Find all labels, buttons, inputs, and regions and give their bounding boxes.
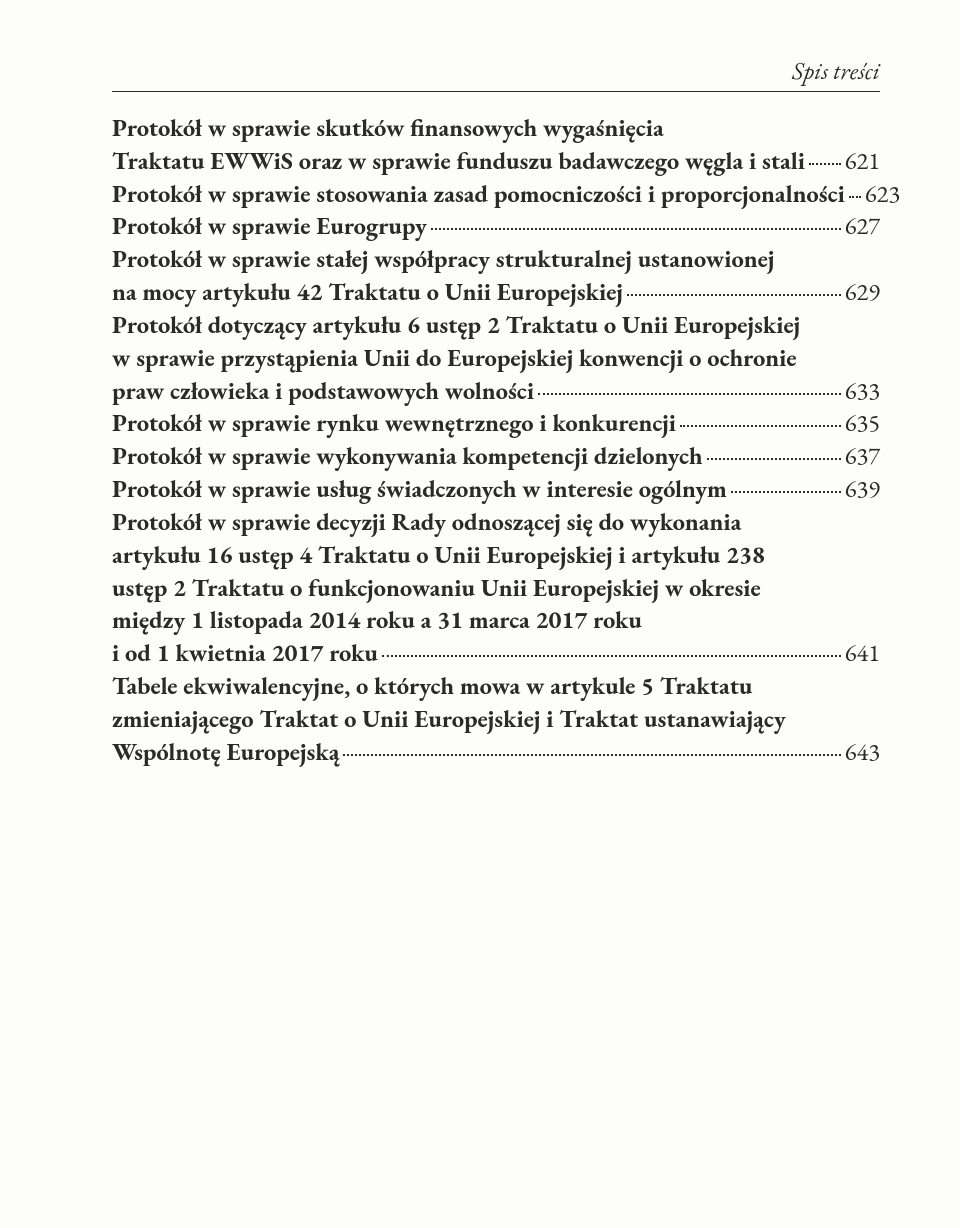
toc-entry: Protokół w sprawie stosowania zasad pomo… <box>112 178 880 211</box>
dot-leader <box>849 196 861 198</box>
dot-leader <box>809 163 841 165</box>
toc-page-number: 641 <box>845 637 880 670</box>
toc-page-number: 629 <box>845 276 880 309</box>
toc-entry: Protokół w sprawie wykonywania kompetenc… <box>112 440 880 473</box>
toc-title-line: w sprawie przystąpienia Unii do Europejs… <box>112 342 880 375</box>
toc-page-number: 633 <box>845 375 880 408</box>
dot-leader <box>707 458 841 460</box>
toc-title-line: Protokół w sprawie stałej współpracy str… <box>112 243 880 276</box>
toc-title-line: Wspólnotę Europejską <box>112 736 339 769</box>
toc-title-line: artykułu 16 ustęp 4 Traktatu o Unii Euro… <box>112 539 880 572</box>
toc-page-number: 627 <box>845 210 880 243</box>
toc-page-number: 635 <box>845 407 880 440</box>
toc-title-line: ustęp 2 Traktatu o funkcjonowaniu Unii E… <box>112 572 880 605</box>
toc-title-line: i od 1 kwietnia 2017 roku <box>112 637 378 670</box>
toc-title-line: Protokół w sprawie usług świadczonych w … <box>112 473 727 506</box>
toc-entry: Protokół w sprawie stałej współpracy str… <box>112 243 880 309</box>
toc-entry: Protokół w sprawie rynku wewnętrznego i … <box>112 407 880 440</box>
toc-entry: Protokół w sprawie skutków finansowych w… <box>112 112 880 178</box>
toc-title-line: Protokół dotyczący artykułu 6 ustęp 2 Tr… <box>112 309 880 342</box>
toc-title-line: Protokół w sprawie decyzji Rady odnosząc… <box>112 506 880 539</box>
toc-page-number: 637 <box>845 440 880 473</box>
dot-leader <box>538 393 841 395</box>
toc-title-line: Protokół w sprawie Eurogrupy <box>112 210 427 243</box>
toc-title-line: Protokół w sprawie rynku wewnętrznego i … <box>112 407 676 440</box>
running-header: Spis treści <box>112 56 880 87</box>
dot-leader <box>627 294 841 296</box>
dot-leader <box>731 491 841 493</box>
toc-title-line: Protokół w sprawie wykonywania kompetenc… <box>112 440 703 473</box>
toc-title-line: praw człowieka i podstawowych wolności <box>112 375 534 408</box>
toc-page-number: 621 <box>845 145 880 178</box>
table-of-contents: Protokół w sprawie skutków finansowych w… <box>112 112 880 769</box>
toc-entry: Protokół w sprawie decyzji Rady odnosząc… <box>112 506 880 670</box>
toc-page-number: 643 <box>845 736 880 769</box>
toc-title-line: Protokół w sprawie stosowania zasad pomo… <box>112 178 845 211</box>
dot-leader <box>382 655 841 657</box>
page: Spis treści Protokół w sprawie skutków f… <box>0 0 960 1228</box>
toc-title-line: zmieniającego Traktat o Unii Europejskie… <box>112 703 880 736</box>
toc-entry: Protokół w sprawie Eurogrupy 627 <box>112 210 880 243</box>
toc-title-line: Traktatu EWWiS oraz w sprawie funduszu b… <box>112 145 805 178</box>
toc-entry: Tabele ekwiwalencyjne, o których mowa w … <box>112 670 880 768</box>
toc-page-number: 639 <box>845 473 880 506</box>
dot-leader <box>343 754 840 756</box>
toc-title-line: na mocy artykułu 42 Traktatu o Unii Euro… <box>112 276 623 309</box>
header-rule <box>112 91 880 92</box>
toc-title-line: Protokół w sprawie skutków finansowych w… <box>112 112 880 145</box>
dot-leader <box>431 228 841 230</box>
toc-title-line: między 1 listopada 2014 roku a 31 marca … <box>112 604 880 637</box>
toc-entry: Protokół dotyczący artykułu 6 ustęp 2 Tr… <box>112 309 880 407</box>
toc-entry: Protokół w sprawie usług świadczonych w … <box>112 473 880 506</box>
toc-title-line: Tabele ekwiwalencyjne, o których mowa w … <box>112 670 880 703</box>
toc-page-number: 623 <box>865 178 900 211</box>
dot-leader <box>680 425 841 427</box>
